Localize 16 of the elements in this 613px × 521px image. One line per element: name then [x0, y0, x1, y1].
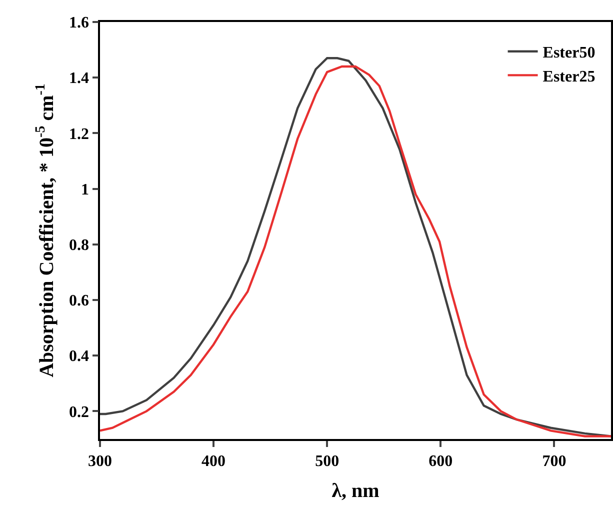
- y-tick-label: 1.4: [69, 70, 90, 88]
- x-tick-label: 400: [202, 452, 226, 470]
- x-tick-label: 500: [315, 452, 340, 470]
- y-tick-label: 1.2: [69, 126, 90, 143]
- y-tick-label: 0.4: [69, 348, 90, 366]
- x-axis-title: λ, nm: [332, 480, 380, 502]
- y-tick-label: 1.6: [69, 14, 90, 32]
- y-tick-label: 0.8: [69, 237, 90, 254]
- x-tick-label: 600: [428, 452, 453, 470]
- legend-label: Ester50: [542, 44, 596, 62]
- x-tick-label: 700: [542, 452, 566, 470]
- y-tick-label: 0.2: [69, 404, 90, 421]
- legend-label: Ester25: [542, 68, 596, 86]
- x-tick-label: 300: [88, 452, 112, 470]
- y-tick-label: 0.6: [69, 292, 90, 310]
- y-tick-label: 1: [81, 181, 90, 198]
